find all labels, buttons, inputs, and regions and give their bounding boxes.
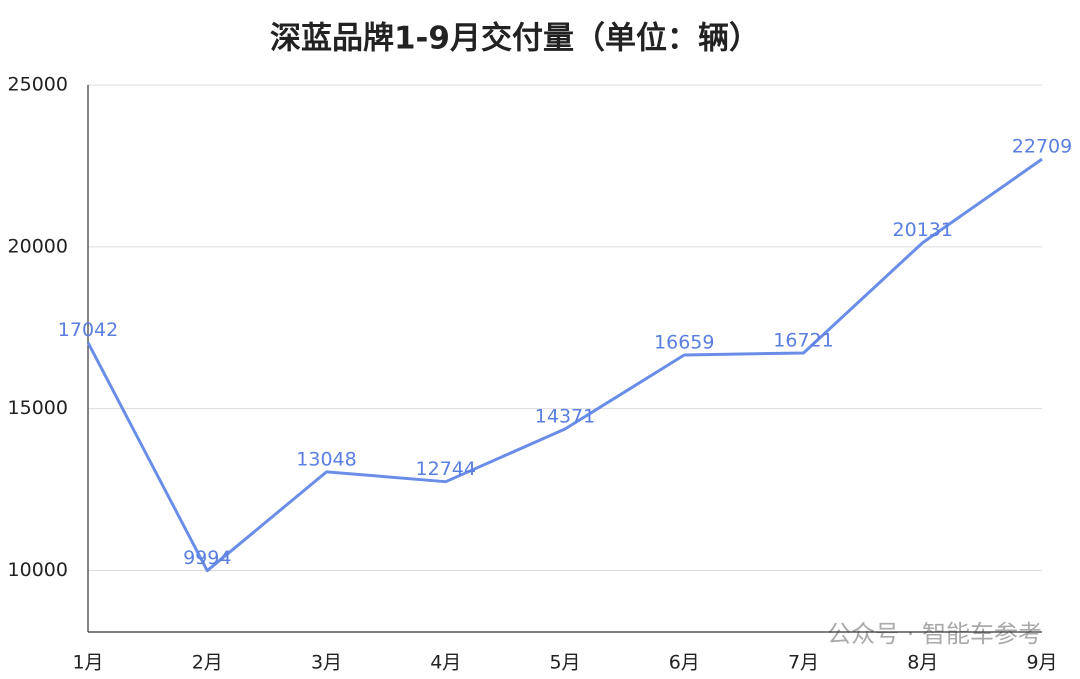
y-tick-label: 20000 bbox=[8, 235, 68, 257]
data-label: 16659 bbox=[654, 331, 714, 353]
x-tick-label: 8月 bbox=[907, 652, 938, 674]
data-label: 12744 bbox=[416, 458, 476, 480]
y-tick-label: 25000 bbox=[8, 74, 68, 96]
data-label: 14371 bbox=[535, 406, 595, 428]
watermark: 公众号 · 智能车参考 bbox=[827, 620, 1042, 648]
x-tick-label: 5月 bbox=[549, 652, 580, 674]
y-tick-label: 10000 bbox=[8, 559, 68, 581]
x-tick-label: 7月 bbox=[788, 652, 819, 674]
data-label: 17042 bbox=[58, 319, 118, 341]
x-tick-label: 3月 bbox=[311, 652, 342, 674]
x-tick-label: 2月 bbox=[192, 652, 223, 674]
x-tick-label: 6月 bbox=[669, 652, 700, 674]
data-label: 16721 bbox=[773, 329, 833, 351]
x-tick-label: 4月 bbox=[430, 652, 461, 674]
x-tick-label: 1月 bbox=[72, 652, 103, 674]
x-tick-label: 9月 bbox=[1026, 652, 1057, 674]
data-label: 13048 bbox=[296, 448, 356, 470]
chart-title: 深蓝品牌1-9月交付量（单位：辆） bbox=[270, 21, 760, 57]
data-label: 20131 bbox=[893, 219, 953, 241]
data-label: 22709 bbox=[1012, 136, 1072, 158]
data-label: 9994 bbox=[183, 547, 231, 569]
y-tick-label: 15000 bbox=[8, 397, 68, 419]
line bbox=[86, 157, 1043, 573]
